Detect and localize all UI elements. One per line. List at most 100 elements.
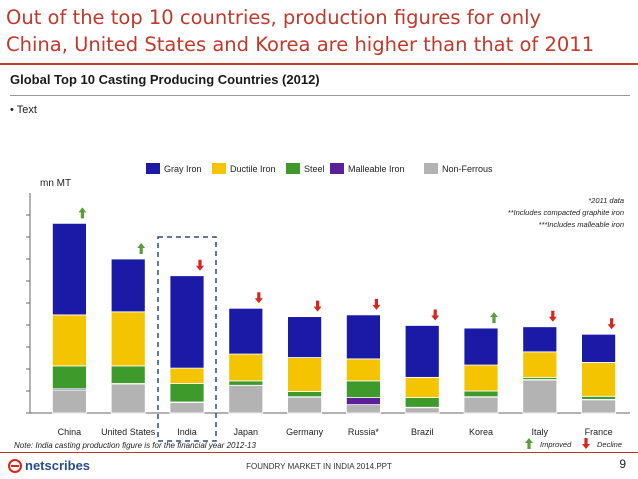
bar-segment-gray-iron [581, 333, 616, 363]
legend-swatch [424, 163, 438, 174]
bar-segment-non-ferrous [522, 379, 558, 414]
netscribes-logo: netscribes [8, 458, 90, 473]
bar-stack-italy [522, 326, 558, 414]
arrow-down-icon [431, 309, 440, 321]
bar-segment-ductile-iron [522, 351, 558, 378]
bar-stack-brazil [404, 325, 440, 414]
decline-label: Decline [597, 440, 622, 449]
footnote-text: *2011 data [588, 196, 624, 205]
bar-segment-gray-iron [522, 326, 558, 353]
bar-segment-gray-iron [169, 275, 205, 369]
bar-segment-gray-iron [228, 307, 264, 355]
x-tick-label-korea: Korea [469, 427, 493, 437]
legend-label: Gray Iron [164, 164, 202, 174]
india-highlight-box [157, 236, 217, 442]
bar-stack-india [169, 275, 205, 414]
legend-swatch [286, 163, 300, 174]
legend-swatch [330, 163, 344, 174]
bar-segment-steel [463, 390, 499, 398]
x-tick-label-italy: Italy [532, 427, 549, 437]
arrow-legend: Improved Decline [525, 438, 622, 449]
arrow-up-icon [490, 312, 498, 324]
footnote-text: **Includes compacted graphite iron [508, 208, 624, 217]
bar-segment-non-ferrous [287, 396, 323, 414]
bar-segment-non-ferrous [110, 383, 146, 414]
bar-segment-non-ferrous [581, 399, 616, 414]
x-tick-label-china: China [58, 427, 82, 437]
arrow-down-icon [254, 292, 263, 304]
bar-segment-ductile-iron [169, 367, 205, 384]
x-axis-labels: China United States India Japan Germany Russi… [58, 427, 613, 437]
chart-legend: Gray Iron Ductile Iron Steel Malleable Iron… [146, 163, 493, 174]
bar-segment-ductile-iron [228, 353, 264, 382]
bar-segment-non-ferrous [228, 384, 264, 414]
bar-segment-gray-iron [463, 327, 499, 366]
legend-item-malleable-iron: Malleable Iron [330, 163, 405, 174]
x-tick-label-russia: Russia* [348, 427, 380, 437]
bar-segment-non-ferrous [169, 402, 205, 414]
legend-label: Non-Ferrous [442, 164, 493, 174]
bar-segment-steel [169, 383, 205, 403]
bar-segment-ductile-iron [287, 357, 323, 392]
legend-item-steel: Steel [286, 163, 325, 174]
slide-headline: Out of the top 10 countries, production … [6, 4, 632, 58]
bar-segment-non-ferrous [463, 396, 499, 414]
bar-segment-gray-iron [345, 314, 381, 360]
legend-item-ductile-iron: Ductile Iron [212, 163, 276, 174]
legend-item-non-ferrous: Non-Ferrous [424, 163, 493, 174]
trend-arrows [78, 207, 616, 330]
x-tick-label-france: France [585, 427, 613, 437]
india-note: Note: India casting production figure is… [14, 441, 256, 450]
logo-mark-icon [8, 458, 22, 473]
x-tick-label-united-states: United States [101, 427, 156, 437]
bar-segment-steel [287, 391, 323, 398]
bar-stacks [52, 222, 616, 414]
bar-stack-china [52, 222, 87, 414]
bar-segment-steel [228, 380, 264, 386]
bar-stack-japan [228, 307, 264, 414]
headline-divider [0, 63, 638, 65]
arrow-down-icon [548, 310, 557, 322]
bar-segment-ductile-iron [345, 358, 381, 382]
bar-segment-ductile-iron [52, 314, 87, 367]
bar-segment-non-ferrous [345, 404, 381, 414]
chart-title: Global Top 10 Casting Producing Countrie… [10, 72, 320, 87]
x-tick-label-japan: Japan [234, 427, 259, 437]
chart-footnotes: *2011 data **Includes compacted graphite … [508, 196, 624, 229]
legend-label: Malleable Iron [348, 164, 405, 174]
arrow-up-icon [525, 438, 533, 449]
footer-file-name: FOUNDRY MARKET IN INDIA 2014.PPT [246, 462, 392, 471]
legend-swatch [212, 163, 226, 174]
bar-stack-korea [463, 327, 499, 414]
bar-segment-ductile-iron [463, 364, 499, 392]
arrow-up-icon [137, 243, 146, 254]
headline-line-2: China, United States and Korea are highe… [6, 33, 595, 56]
improved-label: Improved [540, 440, 572, 449]
bar-stack-united-states [110, 258, 146, 414]
y-axis-label: mn MT [40, 178, 71, 189]
bar-segment-steel [581, 395, 616, 400]
arrow-down-icon [607, 318, 616, 330]
bar-segment-malleable-iron [345, 397, 381, 406]
legend-label: Steel [304, 164, 325, 174]
bar-segment-gray-iron [110, 258, 146, 313]
bar-stack-russia [345, 314, 381, 414]
bar-segment-steel [52, 365, 87, 390]
subtitle-divider [10, 95, 630, 96]
logo-text: netscribes [25, 458, 91, 473]
footnote-text: ***Includes malleable iron [539, 220, 624, 229]
casting-chart: Gray Iron Ductile Iron Steel Malleable Iron… [14, 163, 630, 450]
arrow-up-icon [78, 207, 87, 219]
bullet-text: • Text [10, 104, 37, 116]
bar-segment-ductile-iron [581, 361, 616, 397]
bar-segment-non-ferrous [52, 389, 87, 414]
legend-label: Ductile Iron [230, 164, 276, 174]
arrow-down-icon [582, 438, 590, 449]
bar-segment-gray-iron [287, 316, 323, 358]
x-tick-label-germany: Germany [286, 427, 324, 437]
bar-segment-non-ferrous [404, 407, 440, 414]
bar-segment-gray-iron [404, 325, 440, 378]
bar-segment-ductile-iron [110, 311, 146, 367]
bar-segment-steel [345, 380, 381, 399]
legend-swatch [146, 163, 160, 174]
